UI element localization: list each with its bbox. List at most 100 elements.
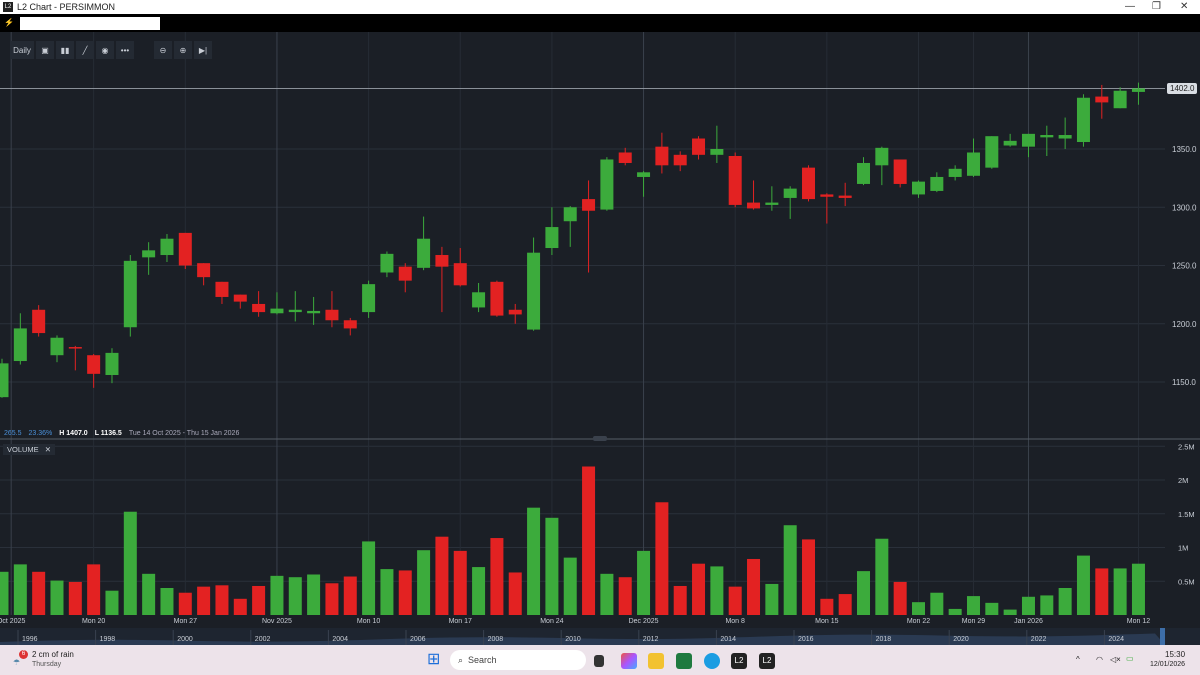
candle-body bbox=[105, 352, 119, 376]
zoom-out-icon[interactable]: ⊖ bbox=[154, 41, 172, 59]
volume-bar bbox=[105, 590, 119, 615]
candle-body bbox=[820, 194, 834, 197]
volume-bar bbox=[527, 507, 541, 615]
volume-bar bbox=[380, 569, 394, 615]
volume-bar bbox=[343, 576, 357, 615]
volume-bar bbox=[252, 585, 266, 615]
volume-bar bbox=[930, 592, 944, 615]
panel-resize-handle[interactable] bbox=[593, 436, 607, 441]
price-tick-label: 1250.0 bbox=[1172, 262, 1197, 271]
close-icon[interactable]: ✕ bbox=[1180, 1, 1189, 12]
zoom-in-icon[interactable]: ⊕ bbox=[174, 41, 192, 59]
candle-body bbox=[325, 309, 339, 321]
more-icon[interactable]: ••• bbox=[116, 41, 134, 59]
volume-bar bbox=[1076, 555, 1090, 615]
indicators-icon[interactable]: ▮▮ bbox=[56, 41, 74, 59]
candle-body bbox=[802, 167, 816, 200]
wifi-icon[interactable]: ◠ bbox=[1096, 655, 1103, 664]
excel-icon[interactable] bbox=[676, 653, 692, 669]
candle-body bbox=[1021, 133, 1035, 147]
volume-tick-label: 0.5M bbox=[1178, 577, 1195, 586]
candle-body bbox=[197, 263, 211, 278]
candle-body bbox=[912, 181, 925, 195]
candle-body bbox=[655, 146, 669, 166]
navigator-year-label: 2006 bbox=[410, 636, 426, 643]
candle-body bbox=[857, 162, 871, 184]
volume-bar bbox=[655, 502, 669, 615]
interval-button[interactable]: Daily bbox=[10, 41, 34, 59]
volume-bar bbox=[875, 538, 889, 615]
volume-bar bbox=[68, 581, 82, 615]
clock-date[interactable]: 12/01/2026 bbox=[1150, 661, 1186, 668]
volume-bar bbox=[490, 538, 504, 615]
task-view-icon[interactable] bbox=[594, 655, 604, 667]
navigator-year-label: 2020 bbox=[953, 636, 969, 643]
volume-bar bbox=[160, 588, 174, 615]
volume-bar bbox=[142, 573, 156, 615]
candle-body bbox=[453, 263, 467, 286]
navigator-year-label: 2004 bbox=[332, 636, 348, 643]
volume-bar bbox=[453, 550, 467, 615]
clock-time[interactable]: 15:30 bbox=[1165, 650, 1186, 659]
volume-bar bbox=[692, 563, 706, 615]
volume-bar bbox=[747, 558, 761, 615]
volume-bar bbox=[673, 585, 687, 615]
file-explorer-icon[interactable] bbox=[648, 653, 664, 669]
rain-icon[interactable]: ☂ bbox=[13, 658, 21, 667]
l2-app-icon[interactable]: L2 bbox=[731, 653, 747, 669]
chart-type-icon[interactable]: ▣ bbox=[36, 41, 54, 59]
volume-bar bbox=[472, 567, 486, 615]
volume-bar bbox=[0, 571, 9, 615]
command-icon[interactable]: ⚡ bbox=[4, 18, 14, 27]
navigator-year-label: 2014 bbox=[720, 636, 736, 643]
time-tick-label: Mon 27 bbox=[174, 618, 197, 625]
volume-bar bbox=[233, 598, 247, 615]
volume-bar bbox=[13, 564, 27, 615]
candle-body bbox=[87, 355, 101, 374]
taskbar-search[interactable]: ⌕ Search bbox=[450, 650, 586, 670]
candle-body bbox=[380, 253, 394, 273]
candle-body bbox=[417, 238, 431, 268]
maximize-icon[interactable]: ❐ bbox=[1152, 1, 1161, 12]
copilot-icon[interactable] bbox=[621, 653, 637, 669]
tray-chevron-icon[interactable]: ^ bbox=[1076, 655, 1080, 664]
navigator-year-label: 2022 bbox=[1031, 636, 1047, 643]
navigator-handle[interactable] bbox=[1160, 628, 1165, 645]
time-tick-label: Oct 2025 bbox=[0, 618, 25, 625]
volume-bar bbox=[893, 581, 907, 615]
candle-body bbox=[728, 155, 742, 205]
time-tick-label: Mon 17 bbox=[449, 618, 472, 625]
high-value: H 1407.0 bbox=[59, 430, 88, 437]
volume-bar bbox=[710, 566, 724, 615]
minimize-icon[interactable]: — bbox=[1125, 1, 1135, 12]
volume-bar bbox=[783, 525, 797, 615]
edge-icon[interactable] bbox=[704, 653, 720, 669]
close-volume-icon[interactable]: ✕ bbox=[44, 445, 52, 454]
jump-to-end-icon[interactable]: ▶| bbox=[194, 41, 212, 59]
time-tick-label: Dec 2025 bbox=[629, 618, 659, 625]
navigator-area bbox=[0, 633, 1165, 645]
title-bar: L2 L2 Chart - PERSIMMON — ❐ ✕ bbox=[0, 0, 1200, 14]
draw-icon[interactable]: ╱ bbox=[76, 41, 94, 59]
time-tick-label: Mon 15 bbox=[815, 618, 838, 625]
volume-tick-label: 1.5M bbox=[1178, 510, 1195, 519]
navigator-year-label: 2018 bbox=[876, 636, 892, 643]
weather-text[interactable]: 2 cm of rain bbox=[32, 650, 74, 659]
price-tick-label: 1200.0 bbox=[1172, 320, 1197, 329]
view-icon[interactable]: ◉ bbox=[96, 41, 114, 59]
candle-body bbox=[178, 232, 192, 266]
command-input[interactable] bbox=[20, 16, 160, 30]
volume-bar bbox=[985, 602, 999, 615]
candle-body bbox=[600, 159, 614, 210]
time-tick-label: Nov 2025 bbox=[262, 618, 292, 625]
low-value: L 1136.5 bbox=[94, 430, 122, 437]
start-icon[interactable]: ⊞ bbox=[427, 651, 441, 668]
time-tick-label: Mon 12 bbox=[1127, 618, 1150, 625]
candle-body bbox=[710, 149, 724, 155]
volume-icon[interactable]: ◁× bbox=[1110, 655, 1121, 664]
l2-app-active-icon[interactable]: L2 bbox=[759, 653, 775, 669]
candle-body bbox=[875, 147, 889, 166]
time-tick-label: Mon 29 bbox=[962, 618, 985, 625]
battery-icon[interactable]: ▭ bbox=[1126, 654, 1134, 663]
